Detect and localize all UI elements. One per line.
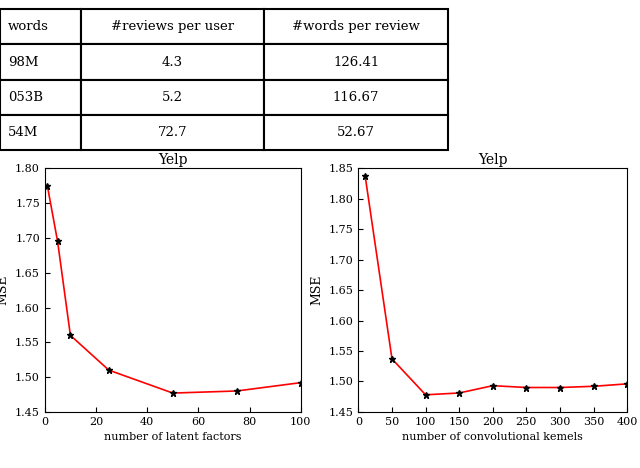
Title: Yelp: Yelp — [158, 154, 188, 168]
Y-axis label: MSE: MSE — [310, 275, 323, 306]
X-axis label: number of convolutional kemels: number of convolutional kemels — [403, 432, 583, 442]
X-axis label: number of latent factors: number of latent factors — [104, 432, 241, 442]
Title: Yelp: Yelp — [478, 154, 508, 168]
Y-axis label: MSE: MSE — [0, 275, 10, 306]
